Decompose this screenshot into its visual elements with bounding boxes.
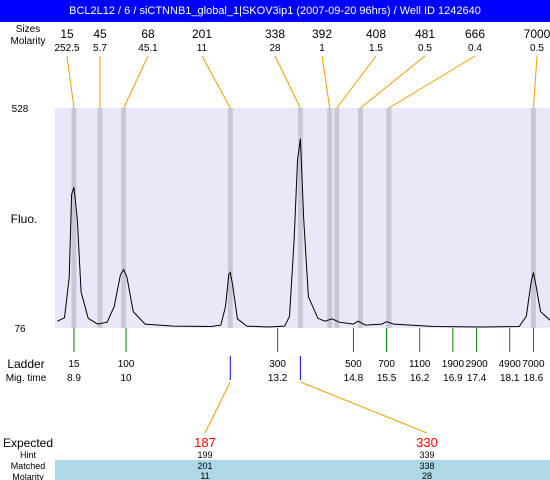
- ladder-mig-time-label: 18.1: [500, 373, 520, 384]
- ladder-mig-time-label: 17.4: [467, 373, 487, 384]
- ladder-size-label: 1100: [409, 359, 431, 370]
- ladder-size-label: 1900: [442, 359, 465, 370]
- peak-connector: [336, 55, 377, 109]
- molarity-value: 28: [422, 471, 432, 480]
- molarity-row-label: Molarity: [10, 36, 45, 47]
- ladder-size-label: 15: [68, 359, 80, 370]
- peak-connector: [360, 55, 426, 109]
- y-tick-label: 76: [14, 324, 26, 335]
- ladder-row-label: Ladder: [7, 357, 44, 371]
- peak-connector: [123, 55, 149, 109]
- peak-size-label: 201: [192, 27, 212, 41]
- ladder-mig-time-label: 14.8: [344, 373, 364, 384]
- fluorescence-trace: [57, 138, 550, 328]
- y-tick-label: 528: [12, 104, 29, 115]
- ladder-size-label: 4900: [499, 359, 522, 370]
- peak-size-label: 7000: [524, 27, 550, 41]
- hint-value: 339: [419, 450, 434, 460]
- hint-row-label: Hint: [20, 450, 37, 460]
- ladder-size-label: 2900: [465, 359, 488, 370]
- peak-molarity-label: 28: [269, 43, 281, 54]
- peak-molarity-label: 0.5: [418, 43, 432, 54]
- peak-molarity-label: 1.5: [369, 43, 383, 54]
- peak-size-label: 392: [312, 27, 332, 41]
- peak-band: [358, 108, 364, 328]
- ladder-size-label: 700: [378, 359, 395, 370]
- expected-value: 330: [416, 435, 438, 450]
- peak-molarity-label: 5.7: [93, 43, 107, 54]
- peak-size-label: 481: [415, 27, 435, 41]
- peak-band: [121, 108, 127, 328]
- peak-band: [386, 108, 392, 328]
- ladder-mig-time-label: 8.9: [67, 373, 81, 384]
- peak-connector: [66, 55, 75, 109]
- peak-connector: [321, 55, 331, 109]
- molarity-value: 11: [200, 471, 209, 480]
- ladder-mig-time-label: 16.9: [443, 373, 463, 384]
- peak-band: [334, 108, 340, 328]
- y-axis-label: Fluo.: [11, 212, 38, 226]
- expected-row-label: Expected: [3, 436, 53, 450]
- peak-connector: [201, 55, 231, 109]
- peak-band: [530, 108, 536, 328]
- peak-size-label: 338: [265, 27, 285, 41]
- peak-molarity-label: 0.5: [530, 43, 544, 54]
- ladder-size-label: 500: [345, 359, 362, 370]
- peak-molarity-label: 45.1: [138, 43, 158, 54]
- expected-value: 187: [194, 435, 216, 450]
- mig-time-row-label: Mig. time: [6, 373, 47, 384]
- expected-connector: [300, 381, 428, 434]
- sizes-row-label: Sizes: [16, 24, 40, 35]
- matched-value: 201: [197, 461, 212, 471]
- peak-band: [71, 108, 77, 328]
- ladder-mig-time-label: 16.2: [410, 373, 430, 384]
- molarity-bottom-row-label: Molarity: [12, 472, 44, 480]
- expected-connector: [204, 381, 231, 434]
- peak-size-label: 68: [141, 27, 155, 41]
- matched-value: 338: [419, 461, 434, 471]
- peak-molarity-label: 252.5: [54, 43, 79, 54]
- ladder-size-label: 300: [269, 359, 286, 370]
- ladder-mig-time-label: 15.5: [377, 373, 397, 384]
- matched-row-label: Matched: [11, 461, 46, 471]
- ladder-mig-time-label: 10: [120, 373, 132, 384]
- peak-band: [97, 108, 103, 328]
- ladder-size-label: 100: [118, 359, 135, 370]
- peak-connector: [274, 55, 301, 109]
- peak-band: [227, 108, 233, 328]
- peak-connector: [388, 55, 476, 109]
- matched-table-band: [55, 460, 550, 480]
- peak-band: [327, 108, 333, 328]
- peak-molarity-label: 11: [197, 43, 208, 54]
- peak-size-label: 666: [465, 27, 485, 41]
- peak-size-label: 45: [93, 27, 107, 41]
- hint-value: 199: [197, 450, 212, 460]
- peak-molarity-label: 1: [319, 43, 325, 54]
- peak-molarity-label: 0.4: [468, 43, 482, 54]
- peak-connector: [532, 55, 538, 109]
- window-title: BCL2L12 / 6 / siCTNNB1_global_1|SKOV3ip1…: [0, 0, 550, 22]
- peak-size-label: 15: [60, 27, 74, 41]
- peak-size-label: 408: [366, 27, 386, 41]
- ladder-size-label: 7000: [522, 359, 545, 370]
- ladder-mig-time-label: 13.2: [268, 373, 288, 384]
- ladder-mig-time-label: 18.6: [524, 373, 544, 384]
- peak-band: [297, 108, 303, 328]
